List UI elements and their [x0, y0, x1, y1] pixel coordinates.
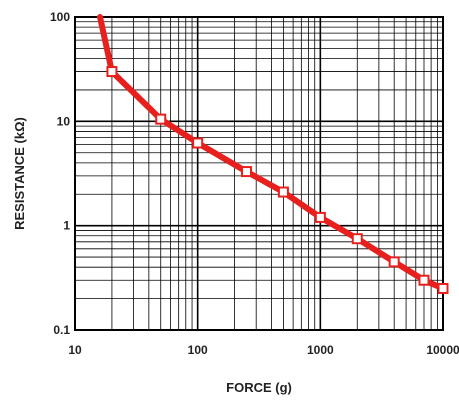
data-point-marker	[240, 166, 252, 178]
y-tick-label: 10	[57, 114, 71, 128]
data-point-marker	[418, 274, 430, 286]
x-tick-label: 100	[188, 343, 208, 357]
x-tick-label: 10000	[426, 343, 459, 357]
data-point-marker	[106, 66, 118, 78]
y-tick-label: 1	[63, 219, 70, 233]
data-point-marker	[192, 137, 204, 149]
data-point-marker	[155, 113, 167, 125]
x-axis-tick-labels: 10 100 1000 10000	[68, 343, 459, 357]
data-point-marker	[388, 256, 400, 268]
y-tick-label: 100	[50, 10, 70, 24]
y-axis-tick-labels: 100 10 1 0.1	[50, 10, 70, 337]
x-tick-label: 1000	[307, 343, 334, 357]
plot-grid	[74, 17, 443, 331]
data-point-marker	[437, 282, 449, 294]
x-tick-label: 10	[68, 343, 82, 357]
data-point-marker	[351, 233, 363, 245]
data-point-marker	[314, 211, 326, 223]
x-axis-title: FORCE (g)	[226, 380, 292, 395]
data-point-marker	[277, 186, 289, 198]
plot-frame	[74, 16, 444, 331]
series-layer	[97, 14, 449, 294]
y-tick-label: 0.1	[53, 323, 70, 337]
y-axis-title: RESISTANCE (kΩ)	[12, 117, 27, 230]
